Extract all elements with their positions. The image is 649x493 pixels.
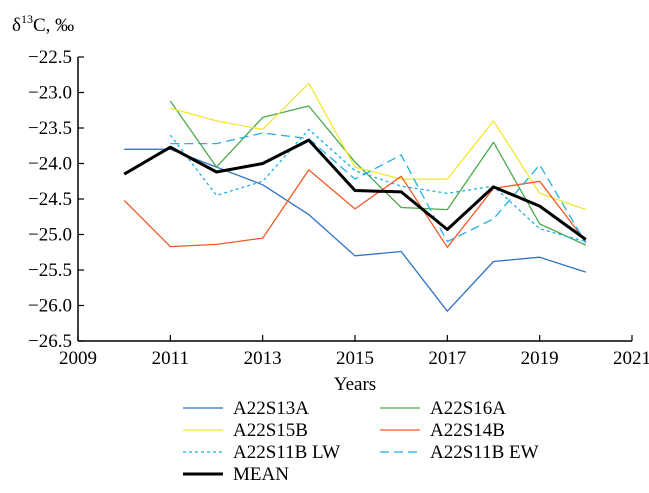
y-tick-label: −24.0 (28, 154, 72, 175)
series-line-a22s14b (123, 169, 587, 248)
legend: A22S13A A22S16A A22S15B A22S14B A22S11B LW A2… (183, 398, 539, 485)
x-tick-label: 2017 (428, 348, 466, 369)
legend-label-a22s11b-lw: A22S11B LW (233, 442, 340, 463)
x-tick-label: 2011 (152, 348, 189, 369)
y-tick-label: −23.0 (28, 83, 72, 104)
x-tick-label: 2015 (336, 348, 374, 369)
x-tick-label: 2021 (613, 348, 649, 369)
series-line-a22s11b-ew (170, 132, 587, 244)
y-tick-label: −24.5 (28, 189, 72, 210)
y-tick-label: −22.5 (28, 47, 72, 68)
legend-label-a22s13a: A22S13A (233, 398, 309, 419)
plot-area: −22.5 −23.0 −23.5 −24.0 −24.5 −25.0 −25.5 −26.0… (28, 47, 649, 369)
y-tick-label: −25.5 (28, 260, 72, 281)
y-tick-label: −25.0 (28, 225, 72, 246)
series-line-a22s15b (170, 82, 587, 211)
series-line-mean (123, 138, 587, 241)
legend-label-a22s16a: A22S16A (430, 398, 506, 419)
legend-label-a22s11b-ew: A22S11B EW (430, 442, 539, 463)
x-tick-label: 2019 (521, 348, 559, 369)
legend-label-a22s14b: A22S14B (430, 420, 505, 441)
y-tick-label: −23.5 (28, 118, 72, 139)
series-line-a22s13a (124, 148, 586, 312)
legend-label-a22s15b: A22S15B (233, 420, 308, 441)
x-tick-label: 2013 (244, 348, 282, 369)
y-tick-label: −26.0 (28, 296, 72, 317)
y-axis-title: δ13C, ‰ (12, 12, 74, 36)
series-line-a22s16a (169, 100, 587, 246)
legend-label-mean: MEAN (233, 464, 289, 485)
x-axis-title: Years (334, 374, 376, 395)
x-tick-label: 2009 (59, 348, 97, 369)
y-tick-label: −26.5 (28, 331, 72, 352)
